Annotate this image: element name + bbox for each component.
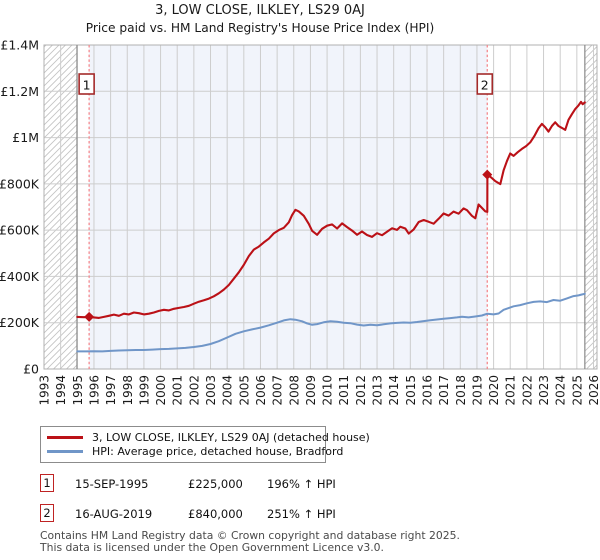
legend-label-property: 3, LOW CLOSE, ILKLEY, LS29 0AJ (detached… xyxy=(92,431,370,444)
red-line-swatch xyxy=(47,436,83,439)
svg-text:1994: 1994 xyxy=(54,375,68,406)
svg-text:1995: 1995 xyxy=(71,375,85,406)
sale-number-badge-1: 1 xyxy=(40,474,54,492)
hpi-line xyxy=(76,292,586,353)
sale-price-2: £840,000 xyxy=(188,507,243,521)
svg-text:2010: 2010 xyxy=(321,375,335,406)
sale-date-1: 15-SEP-1995 xyxy=(75,477,149,491)
svg-text:2011: 2011 xyxy=(337,375,351,406)
svg-text:£1M: £1M xyxy=(12,130,39,145)
svg-text:2019: 2019 xyxy=(470,375,484,406)
svg-text:£1.4M: £1.4M xyxy=(0,38,39,53)
svg-text:1: 1 xyxy=(83,78,91,93)
license-line-1: Contains HM Land Registry data © Crown c… xyxy=(40,529,460,542)
svg-text:2008: 2008 xyxy=(287,375,301,406)
sale-marker-badge xyxy=(78,73,95,95)
svg-text:2015: 2015 xyxy=(404,375,418,406)
license-line-2: This data is licensed under the Open Gov… xyxy=(40,540,384,554)
svg-text:2007: 2007 xyxy=(271,375,285,406)
svg-text:2016: 2016 xyxy=(420,375,434,406)
svg-text:2023: 2023 xyxy=(537,375,551,406)
svg-text:2004: 2004 xyxy=(221,375,235,406)
price-chart: 1 2 £0 £200K £400K £600K £800K £1M £1.2M £1.4M 199… xyxy=(0,38,600,406)
legend-item-property: 3, LOW CLOSE, ILKLEY, LS29 0AJ (detached… xyxy=(47,431,370,444)
svg-text:2018: 2018 xyxy=(454,375,468,406)
svg-text:2020: 2020 xyxy=(487,375,501,406)
svg-text:2022: 2022 xyxy=(520,375,534,406)
svg-text:2001: 2001 xyxy=(171,375,185,406)
svg-text:1998: 1998 xyxy=(121,375,135,406)
chart-legend: 3, LOW CLOSE, ILKLEY, LS29 0AJ (detached… xyxy=(40,426,370,463)
svg-text:2000: 2000 xyxy=(154,375,168,406)
svg-text:2021: 2021 xyxy=(504,375,518,406)
sale-price-1: £225,000 xyxy=(188,477,243,491)
svg-text:2012: 2012 xyxy=(354,375,368,406)
svg-text:2002: 2002 xyxy=(187,375,201,406)
license-note: Contains HM Land Registry data © Crown c… xyxy=(40,530,460,553)
svg-text:2003: 2003 xyxy=(204,375,218,406)
svg-text:2009: 2009 xyxy=(304,375,318,406)
svg-text:1996: 1996 xyxy=(87,375,101,406)
svg-text:£600K: £600K xyxy=(0,223,40,238)
svg-text:1993: 1993 xyxy=(38,375,52,406)
svg-text:2014: 2014 xyxy=(387,375,401,406)
svg-text:£400K: £400K xyxy=(0,269,40,284)
property-price-line xyxy=(76,100,586,319)
chart-title: 3, LOW CLOSE, ILKLEY, LS29 0AJ xyxy=(155,3,365,18)
svg-text:£1.2M: £1.2M xyxy=(0,84,39,99)
sale-hpi-change-2: 251% ↑ HPI xyxy=(267,507,336,521)
svg-text:2025: 2025 xyxy=(570,375,584,406)
chart-subtitle: Price paid vs. HM Land Registry's House … xyxy=(85,21,435,35)
ownership-shaded-region xyxy=(89,45,488,369)
svg-text:2013: 2013 xyxy=(371,375,385,406)
svg-text:£0: £0 xyxy=(23,362,39,377)
svg-text:2006: 2006 xyxy=(254,375,268,406)
sale-point-marker xyxy=(84,311,95,322)
svg-text:1999: 1999 xyxy=(137,375,151,406)
svg-text:2: 2 xyxy=(481,78,489,93)
legend-label-hpi: HPI: Average price, detached house, Brad… xyxy=(92,445,344,458)
blue-line-swatch xyxy=(47,450,83,453)
no-data-hatch xyxy=(584,45,597,369)
svg-text:£800K: £800K xyxy=(0,176,40,191)
sale-date-2: 16-AUG-2019 xyxy=(75,507,153,521)
svg-text:2005: 2005 xyxy=(237,375,251,406)
svg-text:2024: 2024 xyxy=(554,375,568,406)
svg-text:2026: 2026 xyxy=(587,375,600,406)
sale-annotation-2: 2 16-AUG-2019 £840,000 251% ↑ HPI xyxy=(0,504,600,525)
svg-text:1997: 1997 xyxy=(104,375,118,406)
sale-hpi-change-1: 196% ↑ HPI xyxy=(267,477,336,491)
svg-text:2017: 2017 xyxy=(437,375,451,406)
sale-marker-badge xyxy=(476,73,494,95)
legend-item-hpi: HPI: Average price, detached house, Brad… xyxy=(47,445,343,458)
sale-annotation-1: 1 15-SEP-1995 £225,000 196% ↑ HPI xyxy=(0,474,600,495)
sale-number-badge-2: 2 xyxy=(40,504,54,522)
svg-text:£200K: £200K xyxy=(0,315,40,330)
sale-point-marker xyxy=(482,169,493,180)
